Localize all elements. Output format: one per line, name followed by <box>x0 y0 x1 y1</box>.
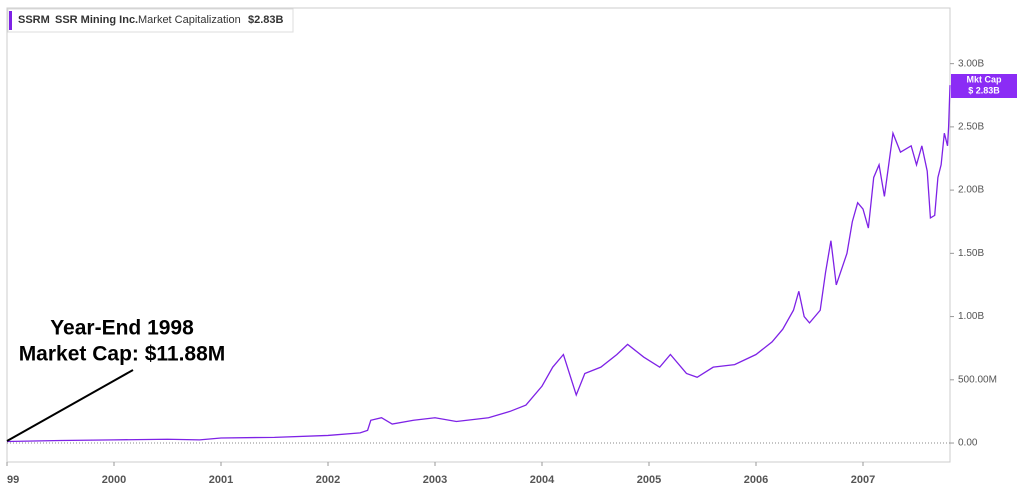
x-tick-label: 2001 <box>209 474 233 486</box>
x-tick-label: 2004 <box>530 474 555 486</box>
badge-value: $ 2.83B <box>968 85 1000 95</box>
legend-company: SSR Mining Inc. <box>55 14 138 26</box>
y-tick-label: 3.00B <box>958 58 984 69</box>
legend-ticker: SSRM <box>18 14 50 26</box>
y-tick-label: 500.00M <box>958 374 997 385</box>
y-tick-label: 0.00 <box>958 438 978 449</box>
legend-value: $2.83B <box>248 14 284 26</box>
badge-title: Mkt Cap <box>966 74 1002 84</box>
x-tick-label: 2006 <box>744 474 768 486</box>
badge-box <box>951 74 1017 98</box>
legend-metric: Market Capitalization <box>138 14 241 26</box>
x-tick-label: 2003 <box>423 474 447 486</box>
x-tick-label: 2007 <box>851 474 875 486</box>
x-tick-label: 2005 <box>637 474 661 486</box>
badge: Mkt Cap $ 2.83B <box>951 74 1017 98</box>
price-line <box>6 85 951 443</box>
x-tick-label: 2002 <box>316 474 340 486</box>
legend-swatch <box>9 11 12 30</box>
legend: SSRM SSR Mining Inc. Market Capitalizati… <box>7 8 294 33</box>
x-tick-label: 2000 <box>102 474 126 486</box>
y-tick-label: 1.00B <box>958 311 984 322</box>
plot-frame <box>6 7 951 463</box>
y-tick-label: 2.00B <box>958 185 984 196</box>
y-tick-label: 1.50B <box>958 248 984 259</box>
annotation-line <box>6 369 134 442</box>
x-tick-label: 99 <box>7 474 19 486</box>
annotation-line1: Year-End 1998 <box>50 317 194 340</box>
annotation-line2: Market Cap: $11.88M <box>19 343 226 366</box>
legend-box <box>7 8 294 33</box>
y-tick-label: 2.50B <box>958 122 984 133</box>
